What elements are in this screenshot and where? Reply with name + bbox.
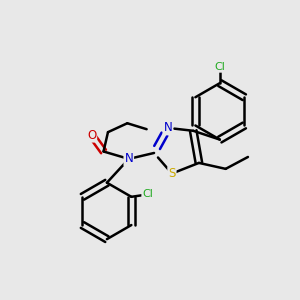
Text: Cl: Cl: [142, 189, 153, 200]
Text: Cl: Cl: [214, 62, 225, 72]
Text: N: N: [124, 152, 133, 165]
Text: O: O: [87, 129, 96, 142]
Text: N: N: [164, 122, 172, 134]
Text: S: S: [168, 167, 175, 180]
